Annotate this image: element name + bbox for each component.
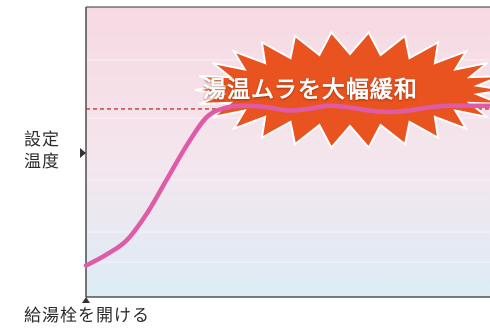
x-axis-label: 給湯栓を開ける [24, 306, 150, 326]
series-line [83, 103, 490, 268]
annotation-burst [194, 30, 490, 150]
y-axis-label-line-1: 設定 [24, 130, 60, 150]
y-axis-label-line-2: 温度 [24, 152, 60, 172]
annotation-text: 湯温ムラを大幅緩和 [203, 77, 418, 103]
x-axis-pointer [82, 297, 90, 303]
y-axis-pointer [80, 148, 86, 158]
